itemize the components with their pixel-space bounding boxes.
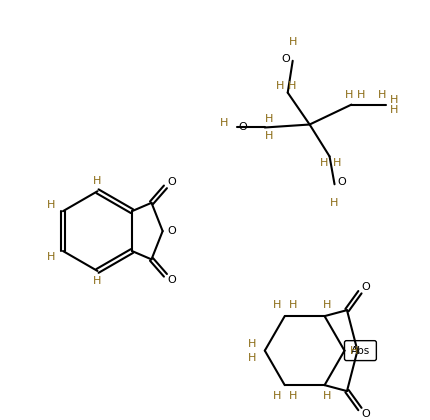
Text: O: O: [361, 282, 369, 292]
Text: H: H: [288, 391, 296, 401]
Text: H: H: [272, 391, 280, 401]
Text: O: O: [336, 177, 345, 187]
Text: H: H: [322, 391, 331, 401]
Text: O: O: [167, 275, 175, 285]
Text: H: H: [275, 81, 283, 91]
Text: H: H: [247, 339, 255, 349]
Text: H: H: [319, 158, 327, 168]
Text: H: H: [272, 300, 280, 310]
Text: H: H: [389, 94, 398, 105]
Text: H: H: [329, 198, 338, 208]
Text: H: H: [288, 37, 296, 47]
Text: H: H: [47, 200, 55, 210]
Text: H: H: [322, 300, 331, 310]
Text: H: H: [332, 158, 341, 168]
Text: H: H: [344, 89, 353, 100]
Text: H: H: [264, 131, 272, 142]
FancyBboxPatch shape: [344, 341, 375, 361]
Text: H: H: [93, 176, 101, 186]
Text: H: H: [219, 118, 227, 128]
Text: H: H: [264, 113, 272, 123]
Text: H: H: [389, 105, 398, 115]
Text: H: H: [350, 346, 358, 356]
Text: H: H: [288, 300, 296, 310]
Text: O: O: [238, 123, 247, 132]
Text: H: H: [93, 276, 101, 286]
Text: O: O: [361, 409, 369, 419]
Text: H: H: [247, 353, 255, 362]
Text: O: O: [167, 177, 175, 187]
Text: H: H: [377, 89, 386, 100]
Text: H: H: [356, 89, 365, 100]
Text: O: O: [281, 54, 289, 64]
Text: H: H: [47, 252, 55, 262]
Text: O: O: [167, 226, 175, 236]
Text: Abs: Abs: [350, 346, 369, 356]
Text: H: H: [287, 81, 295, 91]
